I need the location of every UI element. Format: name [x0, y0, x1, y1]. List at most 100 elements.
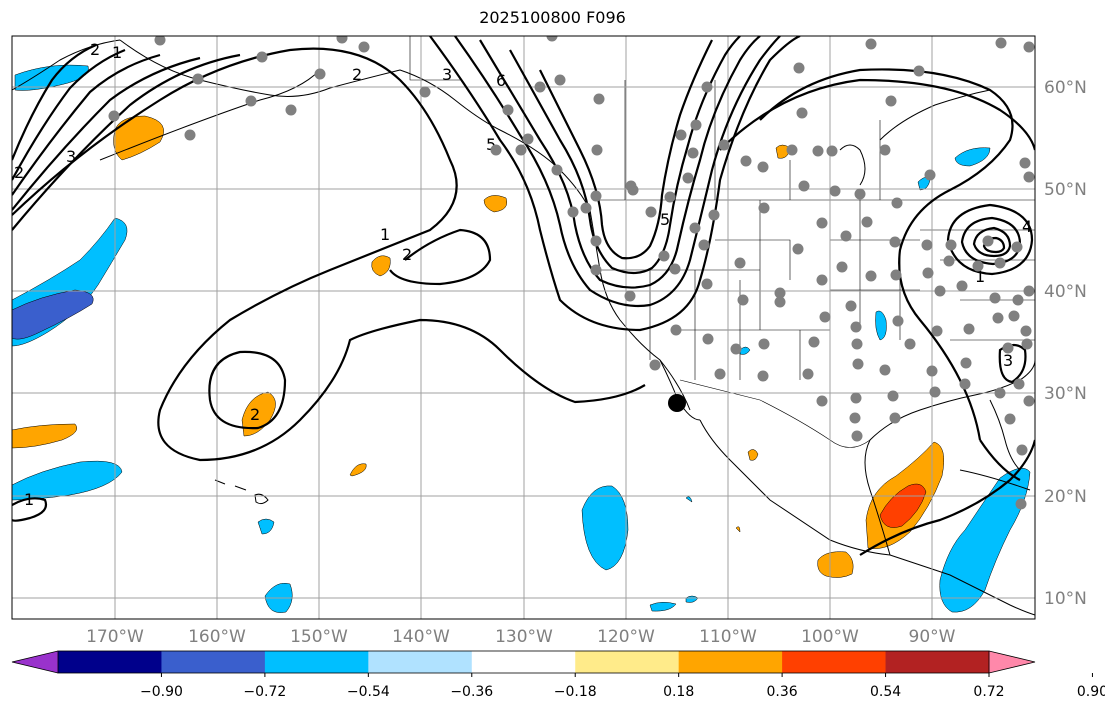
station-dot: [1011, 241, 1023, 253]
station-dot: [1023, 285, 1035, 297]
shade-blue-gulf: [875, 310, 887, 341]
contour-label: 2: [14, 163, 24, 182]
station-dot: [891, 197, 903, 209]
station-dot: [687, 147, 699, 159]
station-dot: [887, 390, 899, 402]
coast-west-us: [589, 209, 691, 411]
colorbar-segment: [58, 651, 162, 673]
station-dot: [934, 285, 946, 297]
colorbar-segment: [885, 651, 990, 673]
contour-1-far-east: [979, 439, 1021, 481]
station-dot: [590, 235, 602, 247]
station-dot: [590, 190, 602, 202]
longitude-axis: 170°W 160°W 150°W 140°W 130°W 120°W 110°…: [86, 627, 956, 647]
station-dot: [851, 430, 863, 442]
contour-label: 3: [1003, 351, 1013, 370]
contour-4-alaska: [12, 53, 161, 196]
contour-label: 1: [975, 267, 985, 286]
station-dot: [931, 325, 943, 337]
latitude-axis: 60°N 50°N 40°N 30°N 20°N 10°N: [1044, 78, 1087, 609]
contour-3-east: [998, 343, 1027, 384]
lat-label: 60°N: [1044, 78, 1087, 98]
coast-aleutians: [99, 69, 321, 161]
station-dot: [690, 119, 702, 131]
station-dot: [989, 292, 1001, 304]
contour-label: 5: [660, 210, 670, 229]
colorbar-segment: [471, 651, 576, 673]
lon-label: 140°W: [392, 627, 450, 647]
station-dot: [793, 62, 805, 74]
colorbar-tick-label: −0.90: [140, 684, 183, 700]
station-dot: [593, 93, 605, 105]
station-dot: [649, 359, 661, 371]
contour-label: 1: [24, 490, 34, 509]
shade-orange-small-1: [349, 463, 367, 477]
shade-orange-baja: [747, 449, 759, 461]
station-dot: [774, 296, 786, 308]
contour-1-main: [12, 47, 646, 462]
station-dot: [798, 180, 810, 192]
contour-label: 3: [442, 65, 452, 84]
trough-3: [479, 36, 761, 289]
lon-label: 90°W: [909, 627, 956, 647]
contour-5-alaska: [12, 48, 126, 181]
shade-orange-small-3: [483, 195, 507, 213]
lon-label: 100°W: [801, 627, 859, 647]
lat-label: 10°N: [1044, 589, 1087, 609]
contour-6-alaska: [12, 43, 97, 161]
contour-label: 4: [1022, 217, 1032, 236]
map-layer: 1 2 3 5 6 5 4 3 2 1 2 1 2 3 2 1: [12, 36, 1035, 619]
contour-label: 1: [112, 43, 122, 62]
station-dot: [1016, 444, 1028, 456]
station-dot: [865, 38, 877, 50]
shade-west-pacific-darkblue: [12, 289, 94, 340]
station-dot: [702, 333, 714, 345]
station-dot: [490, 144, 502, 156]
contour-label: 1: [380, 225, 390, 244]
station-dot: [956, 280, 968, 292]
lon-label: 170°W: [86, 627, 144, 647]
station-dot: [845, 300, 857, 312]
station-dot: [922, 267, 934, 279]
station-dot: [802, 368, 814, 380]
colorbar-extend-low: [12, 651, 58, 673]
contour-label: 2: [90, 40, 100, 59]
station-dot: [885, 95, 897, 107]
shade-pacific-orange-west: [12, 423, 78, 449]
contour-2-alaska: [12, 53, 241, 231]
station-dot: [701, 278, 713, 290]
contour-label: 6: [496, 71, 506, 90]
station-dot: [816, 217, 828, 229]
shade-red-mexico: [879, 483, 927, 528]
colorbar-tick-label: −0.72: [243, 684, 286, 700]
station-dot: [701, 81, 713, 93]
colorbar-segment: [161, 651, 266, 673]
shade-orange-small-4: [735, 526, 741, 533]
station-dot: [943, 255, 955, 267]
colorbar-segment: [678, 651, 783, 673]
station-dot: [1012, 294, 1024, 306]
graticule: [12, 36, 1035, 619]
shade-blue-small-pacific: [649, 602, 677, 612]
station-dot: [924, 169, 936, 181]
lon-label: 110°W: [699, 627, 757, 647]
station-dot: [314, 68, 326, 80]
colorbar-segment: [575, 651, 680, 673]
contour-label: 3: [66, 147, 76, 166]
station-dot: [567, 206, 579, 218]
station-dot: [245, 95, 257, 107]
station-dot: [972, 260, 984, 272]
colorbar-tick-label: 0.54: [870, 684, 901, 700]
station-dot: [851, 338, 863, 350]
station-dot: [689, 222, 701, 234]
shade-orange-small-2: [371, 255, 391, 277]
station-dot: [624, 290, 636, 302]
colorbar-tick-label: 0.90: [1077, 684, 1105, 700]
low-east-1: [946, 203, 1034, 276]
shade-blue-small-desert: [739, 346, 751, 355]
station-dot: [757, 370, 769, 382]
station-dot: [982, 235, 994, 247]
shade-orange-central-america: [817, 551, 854, 578]
station-dot: [698, 239, 710, 251]
